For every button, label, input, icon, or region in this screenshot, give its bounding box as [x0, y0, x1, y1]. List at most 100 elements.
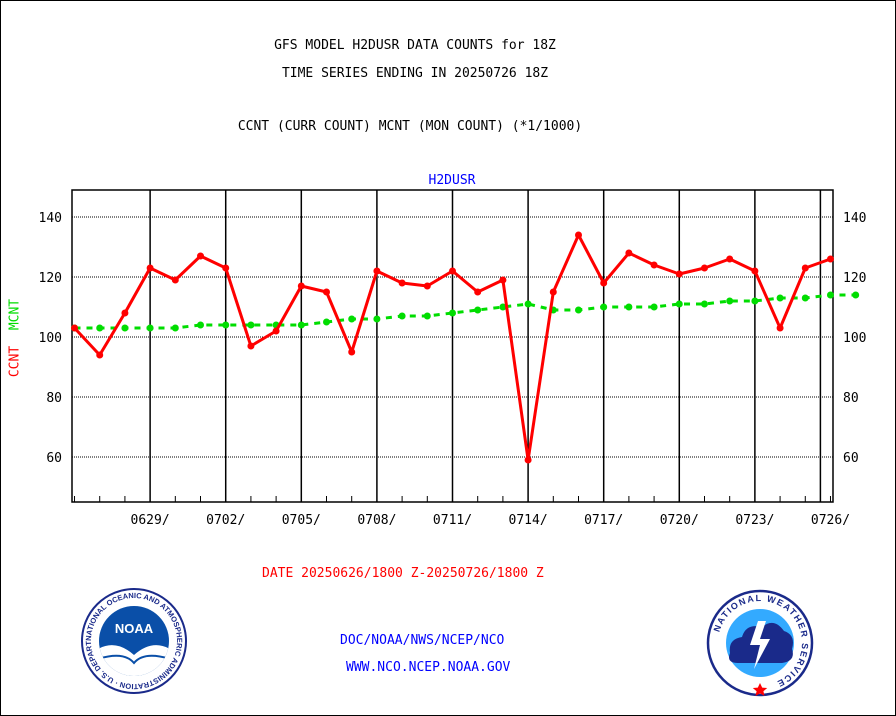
x-tick-label: 0705/: [282, 513, 321, 528]
nws-logo: NATIONAL WEATHER SERVICE: [706, 589, 814, 697]
ccnt-point: [801, 264, 809, 272]
mcnt-point: [625, 303, 633, 311]
mcnt-point: [398, 312, 406, 320]
mcnt-point: [96, 324, 104, 332]
chart-title-line3: CCNT (CURR COUNT) MCNT (MON COUNT) (*1/1…: [237, 119, 583, 134]
mcnt-point: [171, 324, 179, 332]
mcnt-point: [801, 294, 809, 302]
mcnt-point: [650, 303, 658, 311]
ccnt-point: [96, 351, 104, 359]
ccnt-point: [449, 267, 456, 275]
mcnt-point: [600, 303, 608, 311]
x-tick-label: 0702/: [206, 513, 245, 528]
mcnt-point: [297, 321, 305, 329]
ccnt-point: [71, 324, 79, 332]
mcnt-point: [423, 312, 431, 320]
mcnt-point: [852, 291, 860, 299]
y-tick-label-right: 140: [843, 211, 866, 226]
ccnt-point: [297, 282, 305, 290]
ccnt-point: [549, 288, 557, 296]
y-tick-label-right: 60: [843, 451, 859, 466]
y-tick-label-left: 100: [39, 331, 62, 346]
ccnt-point: [348, 348, 356, 356]
ccnt-point: [398, 279, 406, 287]
y-tick-label-left: 80: [46, 391, 62, 406]
ccnt-point: [751, 267, 759, 275]
ccnt-point: [222, 264, 230, 272]
chart-grid: [72, 190, 833, 502]
mcnt-point: [675, 300, 683, 308]
series-line-mcnt: [74, 293, 856, 330]
ccnt-point: [272, 327, 280, 335]
date-range: DATE 20250626/1800 Z-20250726/1800 Z: [262, 566, 544, 581]
y-tick-label-right: 100: [843, 331, 866, 346]
nws-star-icon: [752, 683, 768, 696]
chart-title-line2: TIME SERIES ENDING IN 20250726 18Z: [281, 66, 549, 81]
ccnt-point: [625, 249, 633, 257]
y-tick-label-right: 80: [843, 391, 859, 406]
ccnt-point: [776, 324, 784, 332]
x-tick-label: 0726/: [811, 513, 850, 528]
mcnt-point: [323, 318, 331, 326]
mcnt-point: [499, 303, 507, 311]
mcnt-point: [449, 309, 456, 317]
credit-line-url[interactable]: WWW.NCO.NCEP.NOAA.GOV: [346, 660, 511, 675]
x-tick-label: 0723/: [735, 513, 774, 528]
ccnt-point: [726, 255, 734, 263]
panel-label: H2DUSR: [429, 173, 476, 188]
mcnt-point: [474, 306, 482, 314]
y-tick-label-left: 60: [46, 451, 62, 466]
x-tick-label: 0629/: [131, 513, 170, 528]
ccnt-point: [700, 264, 708, 272]
ccnt-point: [524, 456, 532, 464]
series-ccnt: [71, 231, 834, 464]
series-mcnt: [71, 291, 860, 332]
plot-border: [71, 189, 834, 503]
ccnt-point: [423, 282, 431, 290]
ccnt-point: [121, 309, 129, 317]
mcnt-point: [826, 291, 834, 299]
ccnt-point: [323, 288, 331, 296]
ccnt-point: [675, 270, 683, 278]
mcnt-point: [700, 300, 708, 308]
ccnt-point: [146, 264, 154, 272]
mcnt-point: [197, 321, 205, 329]
ccnt-point: [574, 231, 582, 239]
mcnt-point: [222, 321, 230, 329]
mcnt-point: [247, 321, 255, 329]
ccnt-point: [826, 255, 834, 263]
x-tick-label: 0717/: [584, 513, 623, 528]
ccnt-point: [499, 276, 507, 284]
axis-labels: 60 60 80 80 100 100 120 120 140 140 0629/0702/0705…: [39, 211, 867, 528]
ccnt-point: [373, 267, 381, 275]
mcnt-point: [524, 300, 532, 308]
y-tick-label-right: 120: [843, 271, 866, 286]
mcnt-point: [373, 315, 381, 323]
x-tick-label: 0720/: [660, 513, 699, 528]
plot-area-border: [71, 189, 834, 503]
noaa-logo: NATIONAL OCEANIC AND ATMOSPHERIC ADMINIS…: [81, 588, 187, 694]
mcnt-point: [751, 297, 759, 305]
x-tick-label: 0708/: [357, 513, 396, 528]
ccnt-point: [171, 276, 179, 284]
ccnt-point: [247, 342, 255, 350]
mcnt-point: [121, 324, 129, 332]
ccnt-point: [600, 279, 608, 287]
noaa-center-text: NOAA: [115, 621, 154, 636]
nws-lightning-icon: [750, 621, 770, 669]
ccnt-point: [650, 261, 658, 269]
mcnt-point: [348, 315, 356, 323]
mcnt-point: [726, 297, 734, 305]
x-tick-label: 0711/: [433, 513, 472, 528]
x-tick-label: 0714/: [509, 513, 548, 528]
ccnt-point: [197, 252, 205, 260]
credit-line-org: DOC/NOAA/NWS/NCEP/NCO: [340, 633, 505, 648]
y-tick-label-left: 140: [39, 211, 62, 226]
mcnt-point: [776, 294, 784, 302]
ccnt-point: [474, 288, 482, 296]
y-tick-label-left: 120: [39, 271, 62, 286]
mcnt-point: [574, 306, 582, 314]
mcnt-point: [146, 324, 154, 332]
chart-title-line1: GFS MODEL H2DUSR DATA COUNTS for 18Z: [274, 38, 556, 53]
